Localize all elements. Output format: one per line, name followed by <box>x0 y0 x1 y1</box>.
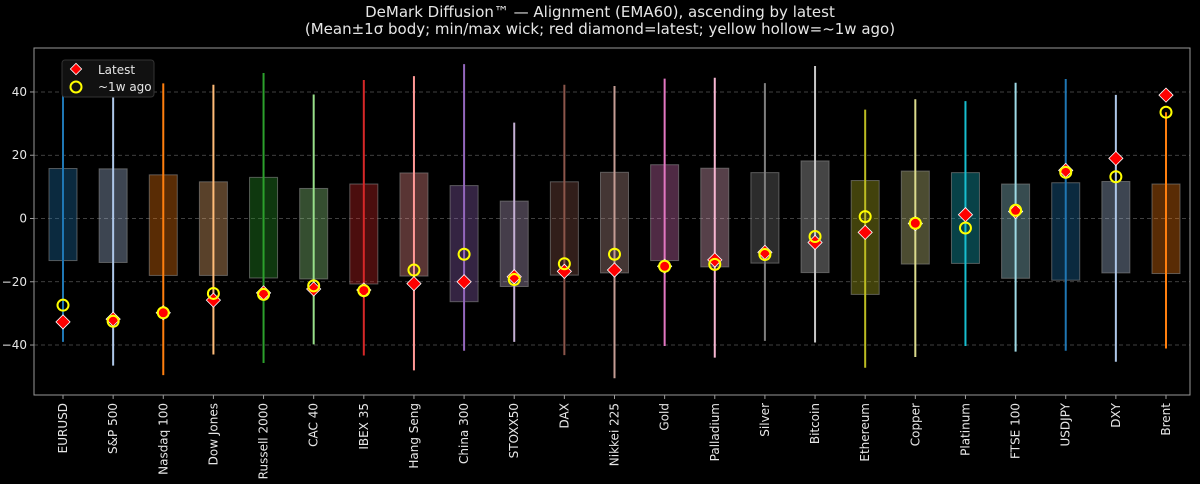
x-tick-label: STOXX50 <box>507 403 521 458</box>
latest-marker <box>757 244 773 260</box>
x-tick-label: DAX <box>557 403 571 428</box>
week-ago-marker <box>507 273 521 287</box>
legend-latest-icon <box>69 62 83 76</box>
week-ago-marker <box>56 298 70 312</box>
x-tick-label: Brent <box>1159 403 1173 436</box>
week-ago-marker <box>1109 170 1123 184</box>
week-ago-marker <box>608 247 621 261</box>
latest-marker <box>406 276 422 292</box>
latest-marker <box>1158 87 1174 103</box>
x-tick-label: Gold <box>658 403 672 431</box>
x-tick-label: S&P 500 <box>106 403 120 454</box>
week-ago-marker <box>307 279 321 293</box>
chart-title: DeMark Diffusion™ — Alignment (EMA60), a… <box>365 3 835 21</box>
x-axis: EURUSD S&P 500 Nasdaq 100 Dow Jones Russell … <box>56 395 1173 479</box>
x-tick-label: IBEX 35 <box>357 403 371 450</box>
x-tick-label: CAC 40 <box>307 403 321 447</box>
week-ago-marker <box>708 257 722 271</box>
latest-marker <box>456 274 472 290</box>
chart-subtitle: (Mean±1σ body; min/max wick; red diamond… <box>305 20 895 38</box>
x-tick-label: Nikkei 225 <box>608 403 622 466</box>
week-ago-marker <box>808 230 822 244</box>
x-tick-label: DXY <box>1109 402 1123 427</box>
x-tick-label: China 300 <box>457 403 471 464</box>
legend-box <box>61 59 155 98</box>
legend-week-ago-icon <box>69 80 83 94</box>
x-tick-label: Ethereum <box>858 403 872 462</box>
latest-marker <box>957 207 974 223</box>
latest-marker <box>857 224 873 241</box>
week-ago-marker <box>958 221 972 235</box>
latest-marker <box>707 252 723 268</box>
x-tick-label: EURUSD <box>56 403 70 453</box>
week-ago-marker <box>457 247 471 261</box>
latest-marker <box>105 311 121 327</box>
legend: Latest ~1w ago <box>61 59 155 98</box>
week-ago-marker <box>357 284 371 298</box>
latest-marker <box>606 262 623 278</box>
legend-latest-label: Latest <box>98 63 135 77</box>
week-ago-marker <box>407 263 421 277</box>
y-tick-label: 0 <box>19 211 27 225</box>
x-tick-label: FTSE 100 <box>1009 403 1023 459</box>
x-tick-label: Palladium <box>708 403 722 461</box>
x-tick-label: Russell 2000 <box>257 403 271 479</box>
latest-marker <box>55 314 71 330</box>
week-ago-marker <box>156 306 170 320</box>
y-axis: −40 −20 0 20 40 <box>2 85 34 352</box>
latest-marker <box>1108 150 1124 167</box>
x-tick-label: USDJPY <box>1059 402 1073 446</box>
week-ago-marker <box>1159 105 1173 119</box>
week-ago-marker <box>858 210 872 224</box>
x-tick-label: Copper <box>908 403 922 446</box>
x-tick-label: Silver <box>758 403 772 437</box>
x-tick-label: Nasdaq 100 <box>156 403 170 475</box>
y-tick-label: −20 <box>2 275 27 289</box>
marks <box>48 64 1181 379</box>
week-ago-marker <box>658 259 672 273</box>
plot-frame <box>33 47 1191 396</box>
week-ago-marker <box>557 257 571 271</box>
x-tick-label: Dow Jones <box>206 403 220 465</box>
week-ago-marker <box>758 248 772 262</box>
week-ago-marker <box>206 286 220 300</box>
week-ago-marker <box>257 287 271 301</box>
x-tick-label: Platinum <box>958 403 972 456</box>
week-ago-marker <box>908 216 922 230</box>
x-tick-label: Hang Seng <box>407 403 421 469</box>
latest-marker <box>306 281 322 297</box>
x-tick-label: Bitcoin <box>808 403 822 444</box>
y-tick-label: 20 <box>12 148 27 162</box>
y-tick-label: −40 <box>2 338 27 352</box>
week-ago-marker <box>1009 203 1023 217</box>
week-ago-marker <box>106 314 120 328</box>
grid <box>34 91 1190 346</box>
y-tick-label: 40 <box>12 85 27 99</box>
legend-week-ago-label: ~1w ago <box>98 80 152 94</box>
week-ago-marker <box>1059 165 1073 179</box>
latest-marker <box>506 269 522 285</box>
